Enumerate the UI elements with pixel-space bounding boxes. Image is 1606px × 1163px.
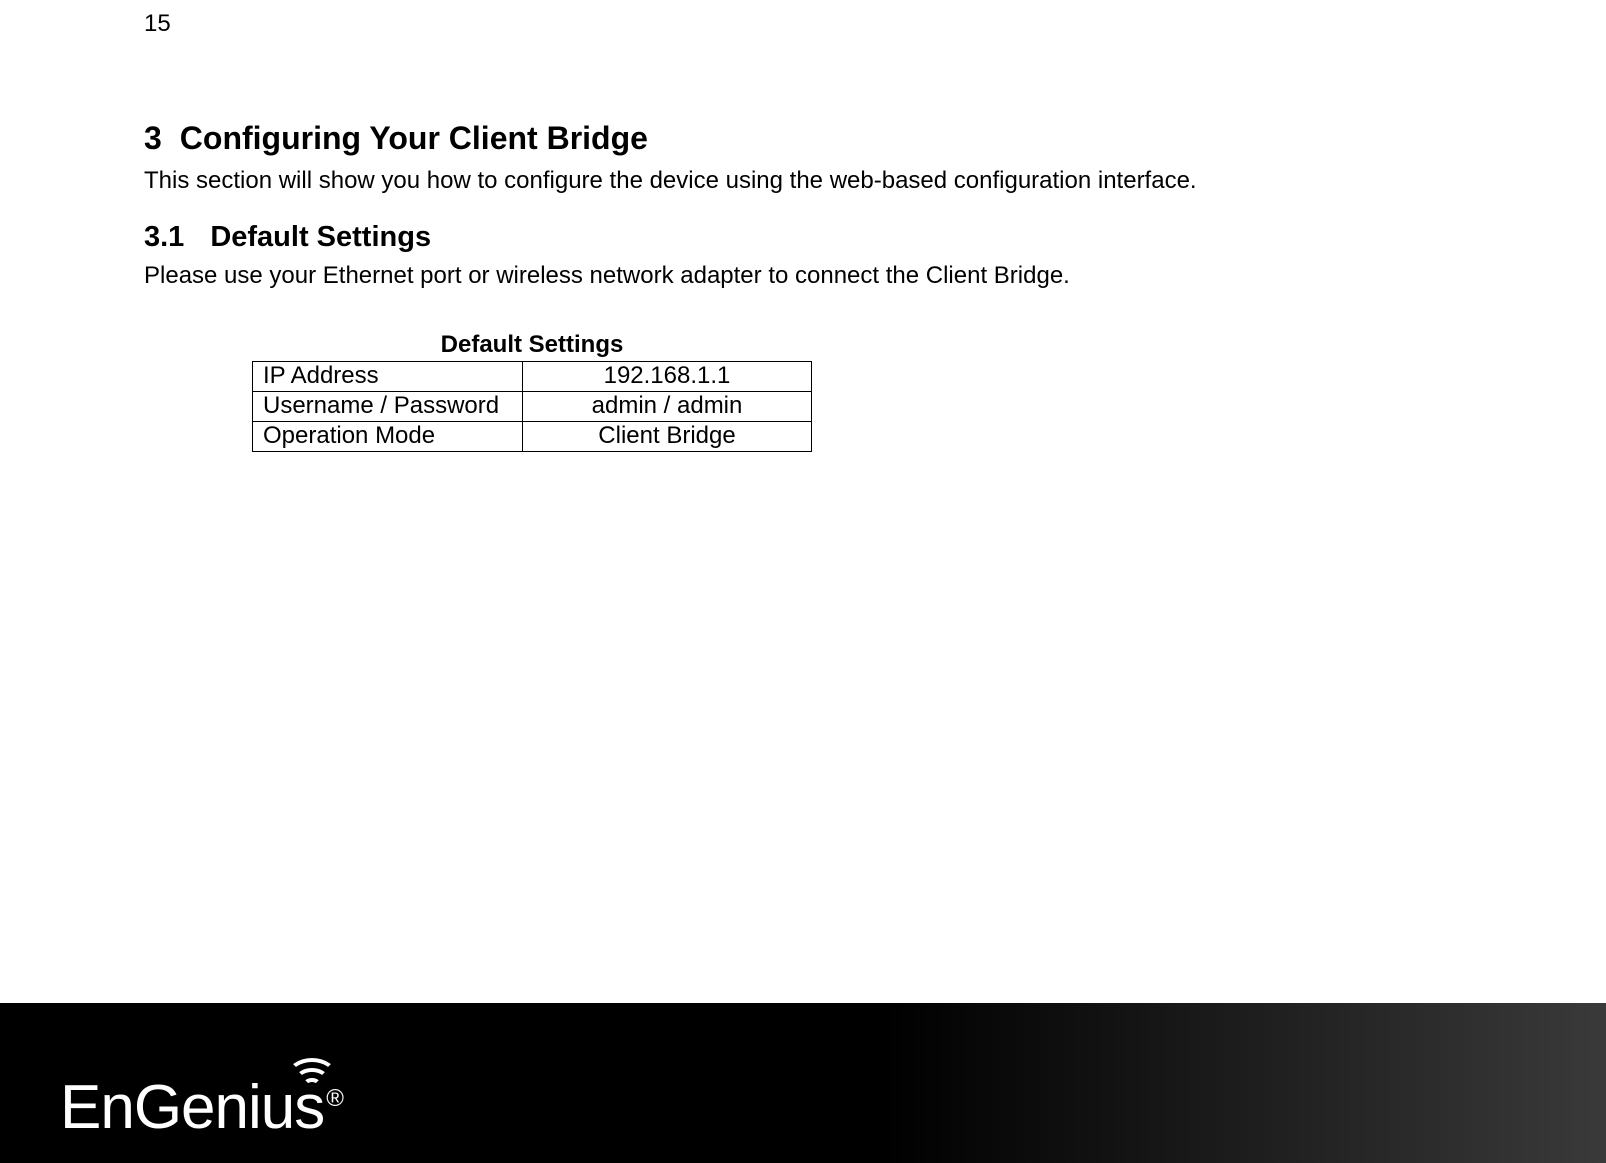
page-number: 15 bbox=[144, 10, 171, 38]
table-cell-label: IP Address bbox=[253, 361, 523, 391]
section-intro: Please use your Ethernet port or wireles… bbox=[144, 260, 1464, 292]
chapter-number: 3 bbox=[144, 120, 162, 157]
table-cell-label: Operation Mode bbox=[253, 421, 523, 451]
table-row: IP Address 192.168.1.1 bbox=[253, 361, 812, 391]
section-number: 3.1 bbox=[144, 221, 184, 254]
wifi-icon bbox=[287, 1058, 337, 1094]
page: 15 3 Configuring Your Client Bridge This … bbox=[0, 0, 1606, 1163]
defaults-table: IP Address 192.168.1.1 Username / Passwo… bbox=[252, 361, 812, 452]
table-cell-value: Client Bridge bbox=[523, 421, 812, 451]
footer-bar: EnGenius® bbox=[0, 1003, 1606, 1163]
table-cell-value: 192.168.1.1 bbox=[523, 361, 812, 391]
defaults-table-caption: Default Settings bbox=[252, 331, 812, 359]
table-cell-label: Username / Password bbox=[253, 391, 523, 421]
section-title: Default Settings bbox=[210, 221, 431, 253]
brand-logo: EnGenius® bbox=[60, 1051, 343, 1143]
table-row: Operation Mode Client Bridge bbox=[253, 421, 812, 451]
chapter-heading: 3 Configuring Your Client Bridge bbox=[144, 120, 1464, 157]
chapter-title: Configuring Your Client Bridge bbox=[180, 120, 648, 156]
table-cell-value: admin / admin bbox=[523, 391, 812, 421]
brand-logo-text: EnGenius® bbox=[60, 1072, 343, 1143]
chapter-intro: This section will show you how to config… bbox=[144, 165, 1464, 197]
defaults-table-wrap: Default Settings IP Address 192.168.1.1 … bbox=[252, 331, 812, 452]
content: 3 Configuring Your Client Bridge This sec… bbox=[144, 120, 1464, 452]
brand-name: EnGenius bbox=[60, 1073, 324, 1142]
table-row: Username / Password admin / admin bbox=[253, 391, 812, 421]
section-heading: 3.1 Default Settings bbox=[144, 221, 1464, 254]
